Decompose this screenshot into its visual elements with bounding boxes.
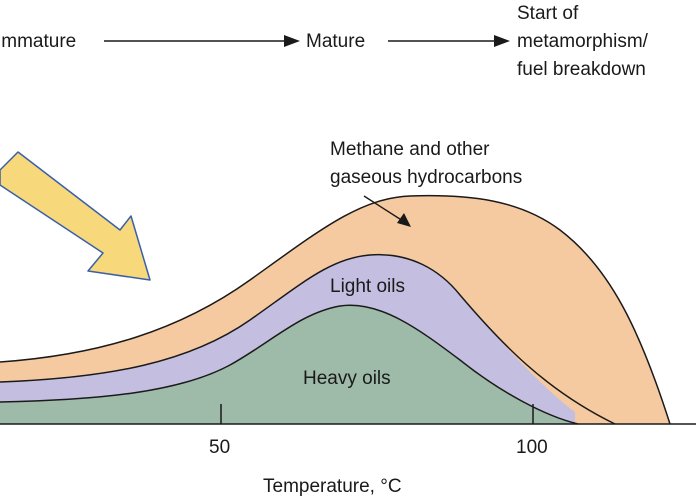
stage-metamorphism-label-1: Start of: [517, 3, 579, 24]
input-arrow: [0, 151, 151, 281]
stage-arrow-mature-to-metamorphism: [388, 35, 510, 47]
x-axis-tick-label-100: 100: [516, 437, 548, 458]
stage-arrow-immature-to-mature: [104, 35, 300, 47]
methane-pointer: [363, 195, 411, 227]
stage-metamorphism-label-3: fuel breakdown: [517, 59, 646, 80]
x-axis-title: Temperature, °C: [263, 476, 402, 497]
methane-label-1: Methane and other: [330, 139, 490, 160]
light-oil-band-outline: [0, 253, 616, 425]
heavy-oil-band-outline: [0, 304, 579, 425]
methane-label-2: gaseous hydrocarbons: [330, 167, 523, 188]
x-axis-tick-label-50: 50: [209, 437, 231, 458]
light-oils-label: Light oils: [330, 276, 405, 297]
stage-metamorphism-label-2: metamorphism/: [517, 31, 648, 52]
gas-band-outline: [0, 194, 671, 425]
stage-immature-label: Immature: [0, 31, 77, 52]
stage-mature-label: Mature: [306, 31, 366, 52]
heavy-oils-label: Heavy oils: [303, 368, 391, 389]
heavy-oil-band: [0, 305, 575, 424]
